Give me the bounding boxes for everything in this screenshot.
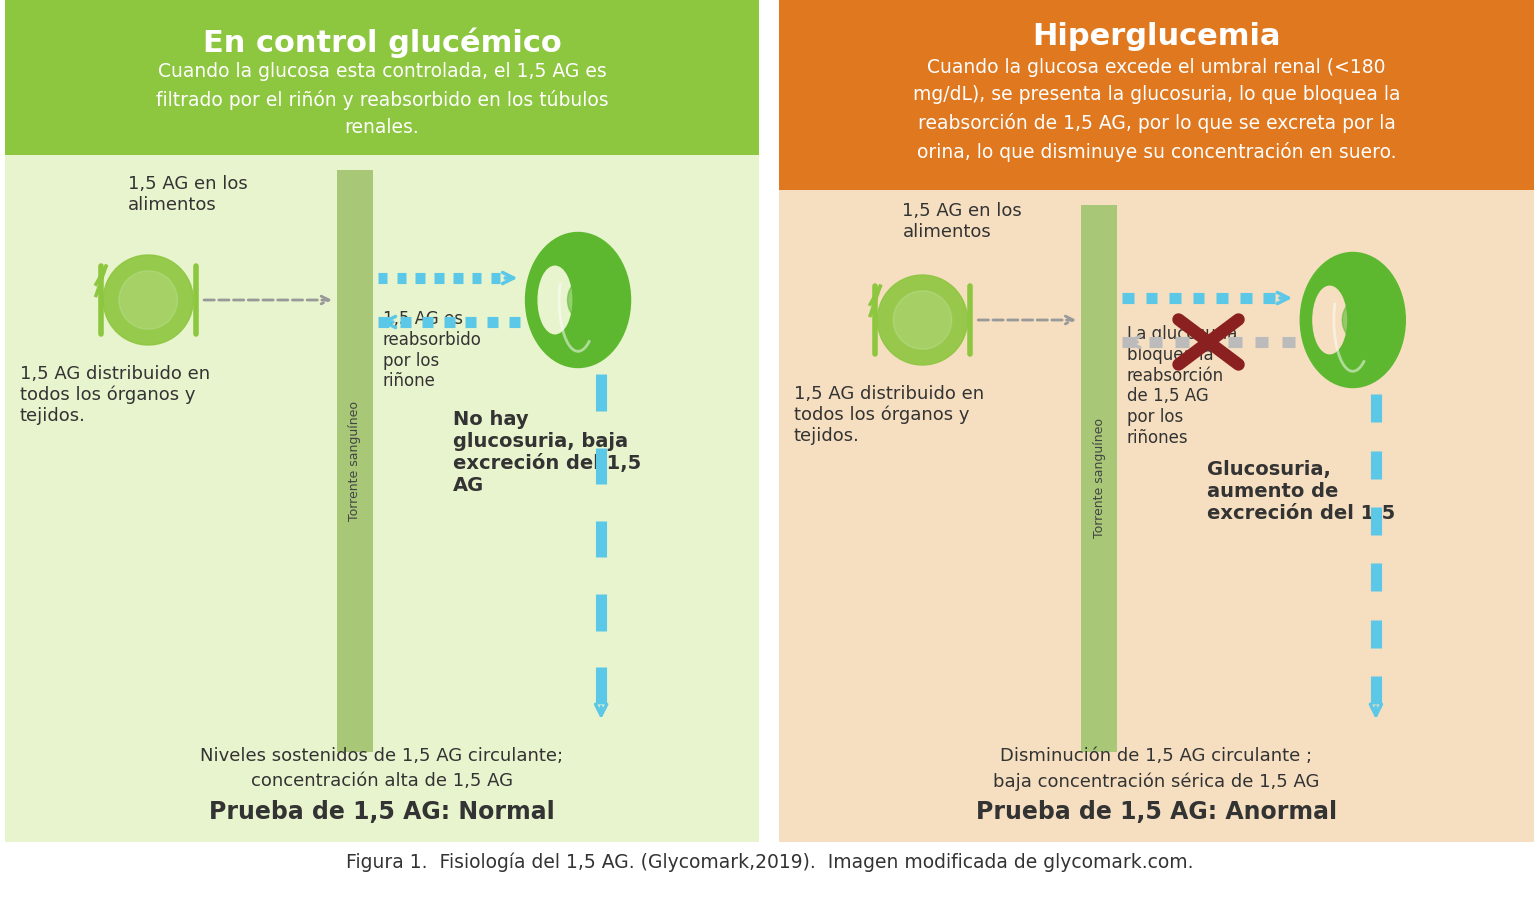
Ellipse shape — [1313, 286, 1347, 354]
Bar — [779, 0, 1534, 190]
Text: 1,5 AG distribuido en
todos los órganos y
tejidos.: 1,5 AG distribuido en todos los órganos … — [20, 365, 211, 425]
Text: 1,5 AG en los
alimentos: 1,5 AG en los alimentos — [128, 175, 248, 214]
Text: Hiperglucemia: Hiperglucemia — [1033, 22, 1280, 51]
Text: En control glucémico: En control glucémico — [203, 28, 562, 58]
Text: Prueba de 1,5 AG: Anormal: Prueba de 1,5 AG: Anormal — [976, 800, 1337, 824]
Bar — [779, 190, 1534, 842]
Ellipse shape — [539, 266, 573, 334]
Text: Prueba de 1,5 AG: Normal: Prueba de 1,5 AG: Normal — [209, 800, 556, 824]
Circle shape — [119, 271, 177, 329]
Text: Disminución de 1,5 AG circulante ;
baja concentración sérica de 1,5 AG: Disminución de 1,5 AG circulante ; baja … — [993, 747, 1319, 791]
Text: Torrente sanguíneo: Torrente sanguíneo — [1093, 418, 1105, 538]
Text: La glucosuria
bloquea la
reabsorción
de 1,5 AG
por los
riñones: La glucosuria bloquea la reabsorción de … — [1127, 325, 1237, 447]
Text: 1,5 AG en los
alimentos: 1,5 AG en los alimentos — [902, 202, 1022, 241]
Circle shape — [103, 255, 194, 345]
Ellipse shape — [568, 280, 599, 320]
Circle shape — [877, 275, 968, 365]
Circle shape — [893, 291, 951, 349]
Text: 1,5 AG es
reabsorbido
por los
riñone: 1,5 AG es reabsorbido por los riñone — [383, 310, 482, 391]
Bar — [5, 155, 759, 842]
Bar — [337, 170, 372, 752]
Text: Figura 1.  Fisiología del 1,5 AG. (Glycomark,2019).  Imagen modificada de glycom: Figura 1. Fisiología del 1,5 AG. (Glycom… — [346, 852, 1193, 871]
Bar — [5, 0, 759, 155]
Text: Cuando la glucosa esta controlada, el 1,5 AG es
filtrado por el riñón y reabsorb: Cuando la glucosa esta controlada, el 1,… — [155, 62, 608, 137]
Ellipse shape — [1342, 300, 1374, 340]
Text: Cuando la glucosa excede el umbral renal (<180
mg/dL), se presenta la glucosuria: Cuando la glucosa excede el umbral renal… — [913, 58, 1400, 162]
Text: Glucosuria,
aumento de
excreción del 1,5: Glucosuria, aumento de excreción del 1,5 — [1207, 460, 1396, 523]
Text: Niveles sostenidos de 1,5 AG circulante;
concentración alta de 1,5 AG: Niveles sostenidos de 1,5 AG circulante;… — [200, 747, 563, 790]
Ellipse shape — [525, 232, 631, 367]
Text: Torrente sanguíneo: Torrente sanguíneo — [348, 401, 362, 521]
Text: No hay
glucosuria, baja
excreción del 1,5
AG: No hay glucosuria, baja excreción del 1,… — [452, 410, 642, 495]
Ellipse shape — [1300, 253, 1405, 388]
Text: 1,5 AG distribuido en
todos los órganos y
tejidos.: 1,5 AG distribuido en todos los órganos … — [794, 385, 983, 446]
Bar — [1080, 205, 1117, 752]
